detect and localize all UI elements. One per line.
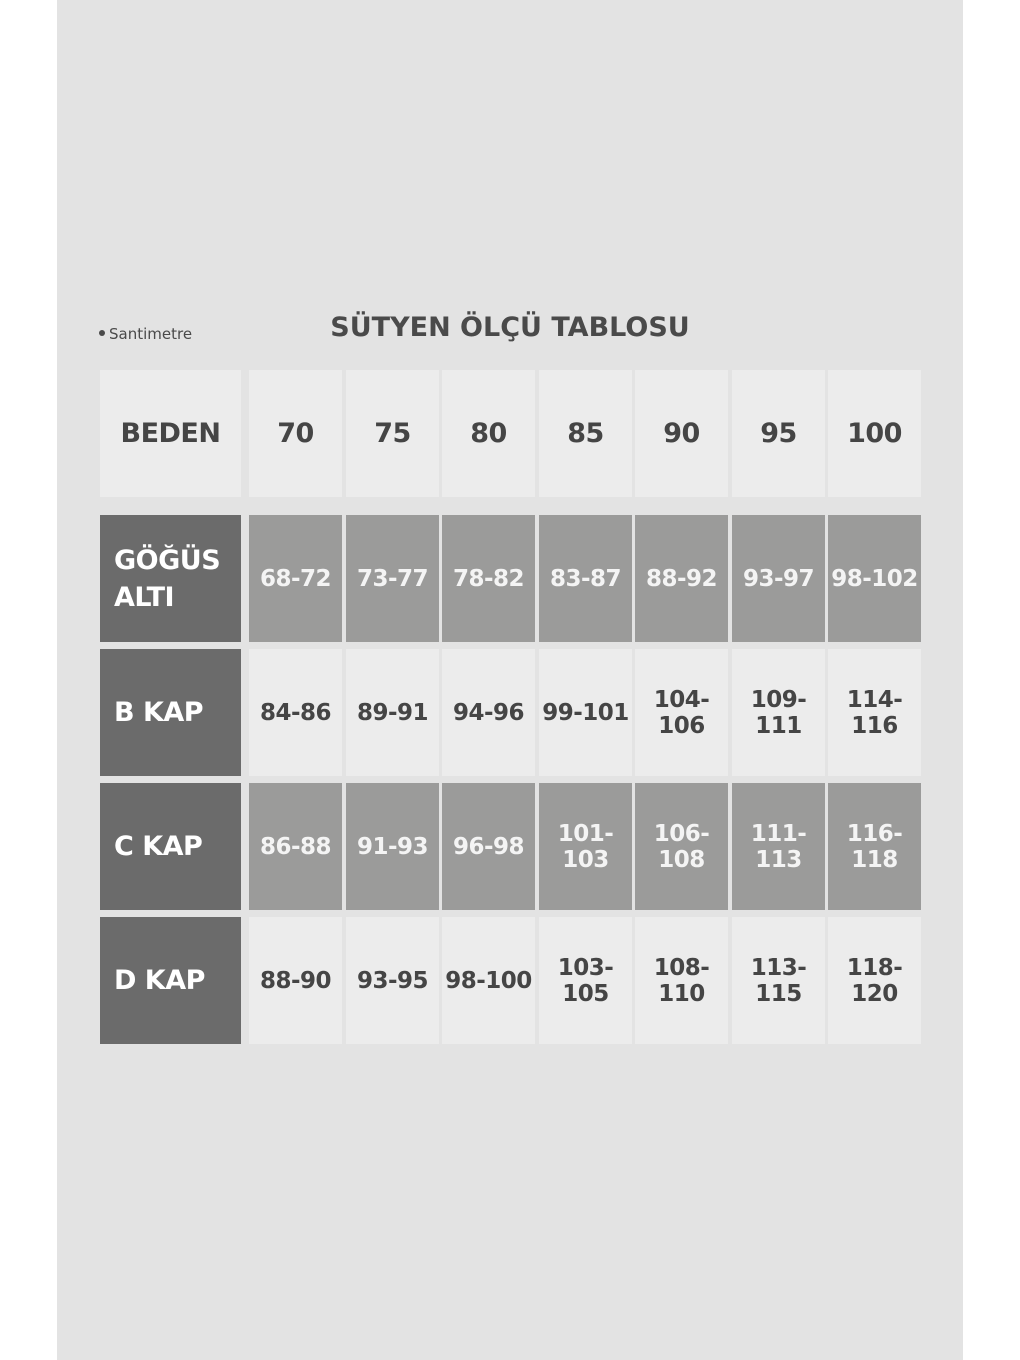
table-cell: 91-93	[346, 783, 439, 910]
size-header: 85	[539, 370, 632, 497]
size-header: 75	[346, 370, 439, 497]
size-header: 95	[732, 370, 825, 497]
table-cell: 93-95	[346, 917, 439, 1044]
row-label: GÖĞÜS ALTI	[100, 515, 241, 642]
table-cell: 78-82	[442, 515, 535, 642]
table-cell: 88-92	[635, 515, 728, 642]
table-cell: 89-91	[346, 649, 439, 776]
size-header: 70	[249, 370, 342, 497]
table-cell: 98-102	[828, 515, 921, 642]
table-cell: 106-108	[635, 783, 728, 910]
table-cell: 68-72	[249, 515, 342, 642]
row-label: B KAP	[100, 649, 241, 776]
header-label: BEDEN	[100, 370, 241, 497]
table-cell: 94-96	[442, 649, 535, 776]
table-cell: 73-77	[346, 515, 439, 642]
table-cell: 101-103	[539, 783, 632, 910]
table-cell: 114-116	[828, 649, 921, 776]
table-cell: 108-110	[635, 917, 728, 1044]
table-cell: 104-106	[635, 649, 728, 776]
table-cell: 116-118	[828, 783, 921, 910]
size-header: 90	[635, 370, 728, 497]
table-cell: 103-105	[539, 917, 632, 1044]
row-label: D KAP	[100, 917, 241, 1044]
page-title: SÜTYEN ÖLÇÜ TABLOSU	[330, 312, 690, 343]
table-cell: 99-101	[539, 649, 632, 776]
unit-label: Santimetre	[99, 325, 192, 343]
table-cell: 118-120	[828, 917, 921, 1044]
table-cell: 86-88	[249, 783, 342, 910]
table-cell: 84-86	[249, 649, 342, 776]
table-cell: 83-87	[539, 515, 632, 642]
size-header: 80	[442, 370, 535, 497]
table-cell: 96-98	[442, 783, 535, 910]
table-cell: 93-97	[732, 515, 825, 642]
size-header: 100	[828, 370, 921, 497]
row-label: C KAP	[100, 783, 241, 910]
table-cell: 109-111	[732, 649, 825, 776]
table-cell: 88-90	[249, 917, 342, 1044]
table-cell: 98-100	[442, 917, 535, 1044]
table-cell: 113-115	[732, 917, 825, 1044]
table-cell: 111-113	[732, 783, 825, 910]
